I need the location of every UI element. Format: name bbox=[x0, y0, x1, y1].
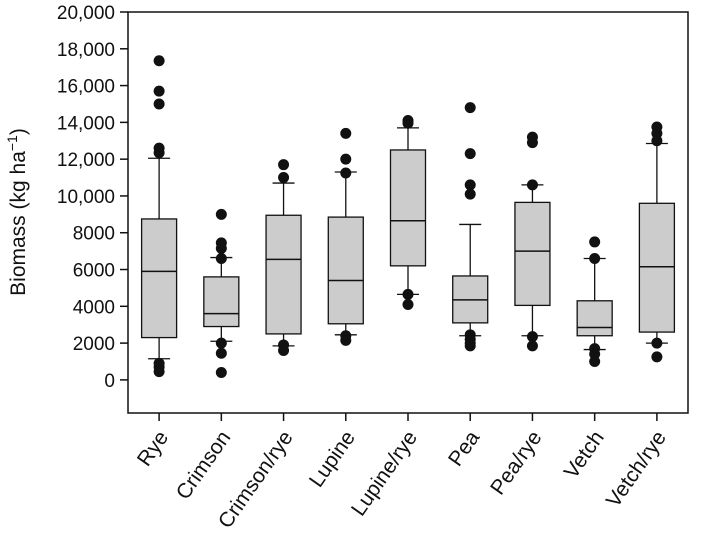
outlier-point bbox=[215, 208, 227, 220]
x-tick-label: Lupine bbox=[305, 427, 360, 492]
y-tick-label: 0 bbox=[104, 371, 115, 392]
outlier-point bbox=[215, 347, 227, 359]
box-pea-rye bbox=[514, 131, 551, 352]
outlier-point bbox=[340, 334, 352, 346]
outlier-point bbox=[464, 188, 476, 200]
iqr-box bbox=[265, 214, 302, 335]
outlier-point bbox=[402, 117, 414, 129]
box-pea bbox=[452, 102, 489, 352]
outlier-point bbox=[464, 148, 476, 160]
outlier-point bbox=[402, 288, 414, 300]
iqr-box bbox=[327, 216, 364, 325]
x-tick-label: Crimson bbox=[172, 427, 236, 504]
outlier-point bbox=[340, 153, 352, 165]
outlier-point bbox=[340, 127, 352, 139]
outlier-point bbox=[215, 252, 227, 264]
x-tick-label: Vetch/rye bbox=[602, 427, 671, 512]
y-axis: 0 2000 4000 6000 8000 10,000 12,000 14,000 16,00… bbox=[57, 3, 128, 392]
outlier-point bbox=[153, 85, 165, 97]
outlier-point bbox=[651, 337, 663, 349]
iqr-box bbox=[389, 149, 427, 267]
x-tick-label: Rye bbox=[133, 427, 173, 471]
iqr-box bbox=[576, 300, 613, 337]
boxes-group bbox=[140, 55, 676, 379]
y-tick-label: 10,000 bbox=[57, 187, 115, 208]
y-tick-label: 20,000 bbox=[57, 3, 115, 24]
y-tick-label: 12,000 bbox=[57, 150, 115, 171]
box-vetch bbox=[576, 236, 613, 367]
box-vetch-rye bbox=[638, 121, 676, 363]
iqr-box bbox=[203, 276, 240, 328]
outlier-point bbox=[526, 137, 538, 149]
y-axis-label-superscript: −1 bbox=[4, 135, 20, 151]
outlier-point bbox=[589, 252, 601, 264]
outlier-point bbox=[153, 366, 165, 378]
box-lupine-rye bbox=[389, 115, 427, 310]
outlier-point bbox=[153, 147, 165, 159]
outlier-point bbox=[153, 55, 165, 67]
y-tick-label: 4000 bbox=[73, 297, 115, 318]
y-axis-label-main: Biomass (kg ha bbox=[7, 151, 30, 296]
outlier-point bbox=[215, 337, 227, 349]
iqr-box bbox=[514, 201, 551, 307]
y-tick-label: 8000 bbox=[73, 224, 115, 245]
outlier-point bbox=[215, 367, 227, 379]
outlier-point bbox=[402, 298, 414, 310]
outlier-point bbox=[215, 242, 227, 254]
outlier-point bbox=[589, 355, 601, 367]
outlier-point bbox=[651, 135, 663, 147]
outlier-point bbox=[340, 167, 352, 179]
box-crimson-rye bbox=[265, 159, 302, 356]
outlier-point bbox=[526, 340, 538, 352]
iqr-box bbox=[140, 218, 178, 339]
y-tick-label: 18,000 bbox=[57, 40, 115, 61]
outlier-point bbox=[464, 102, 476, 114]
box-rye bbox=[140, 55, 178, 378]
outlier-point bbox=[278, 344, 290, 356]
box-crimson bbox=[203, 208, 240, 379]
outlier-point bbox=[153, 98, 165, 110]
y-axis-label-close: ) bbox=[7, 128, 30, 135]
outlier-point bbox=[464, 179, 476, 191]
outlier-point bbox=[526, 331, 538, 343]
x-tick-label: Pea/rye bbox=[486, 427, 546, 499]
y-tick-label: 14,000 bbox=[57, 113, 115, 134]
outlier-point bbox=[278, 172, 290, 184]
y-tick-label: 2000 bbox=[73, 334, 115, 355]
outlier-point bbox=[589, 236, 601, 248]
x-tick-label: Pea bbox=[444, 426, 484, 470]
outlier-point bbox=[651, 351, 663, 363]
x-tick-label: Vetch bbox=[560, 427, 609, 483]
iqr-box bbox=[638, 202, 676, 333]
outlier-point bbox=[278, 159, 290, 171]
box-lupine bbox=[327, 127, 364, 346]
y-tick-label: 6000 bbox=[73, 261, 115, 282]
y-axis-label: Biomass (kg ha−1) bbox=[4, 128, 30, 296]
outlier-point bbox=[526, 179, 538, 191]
outlier-point bbox=[464, 340, 476, 352]
y-tick-label: 16,000 bbox=[57, 77, 115, 98]
